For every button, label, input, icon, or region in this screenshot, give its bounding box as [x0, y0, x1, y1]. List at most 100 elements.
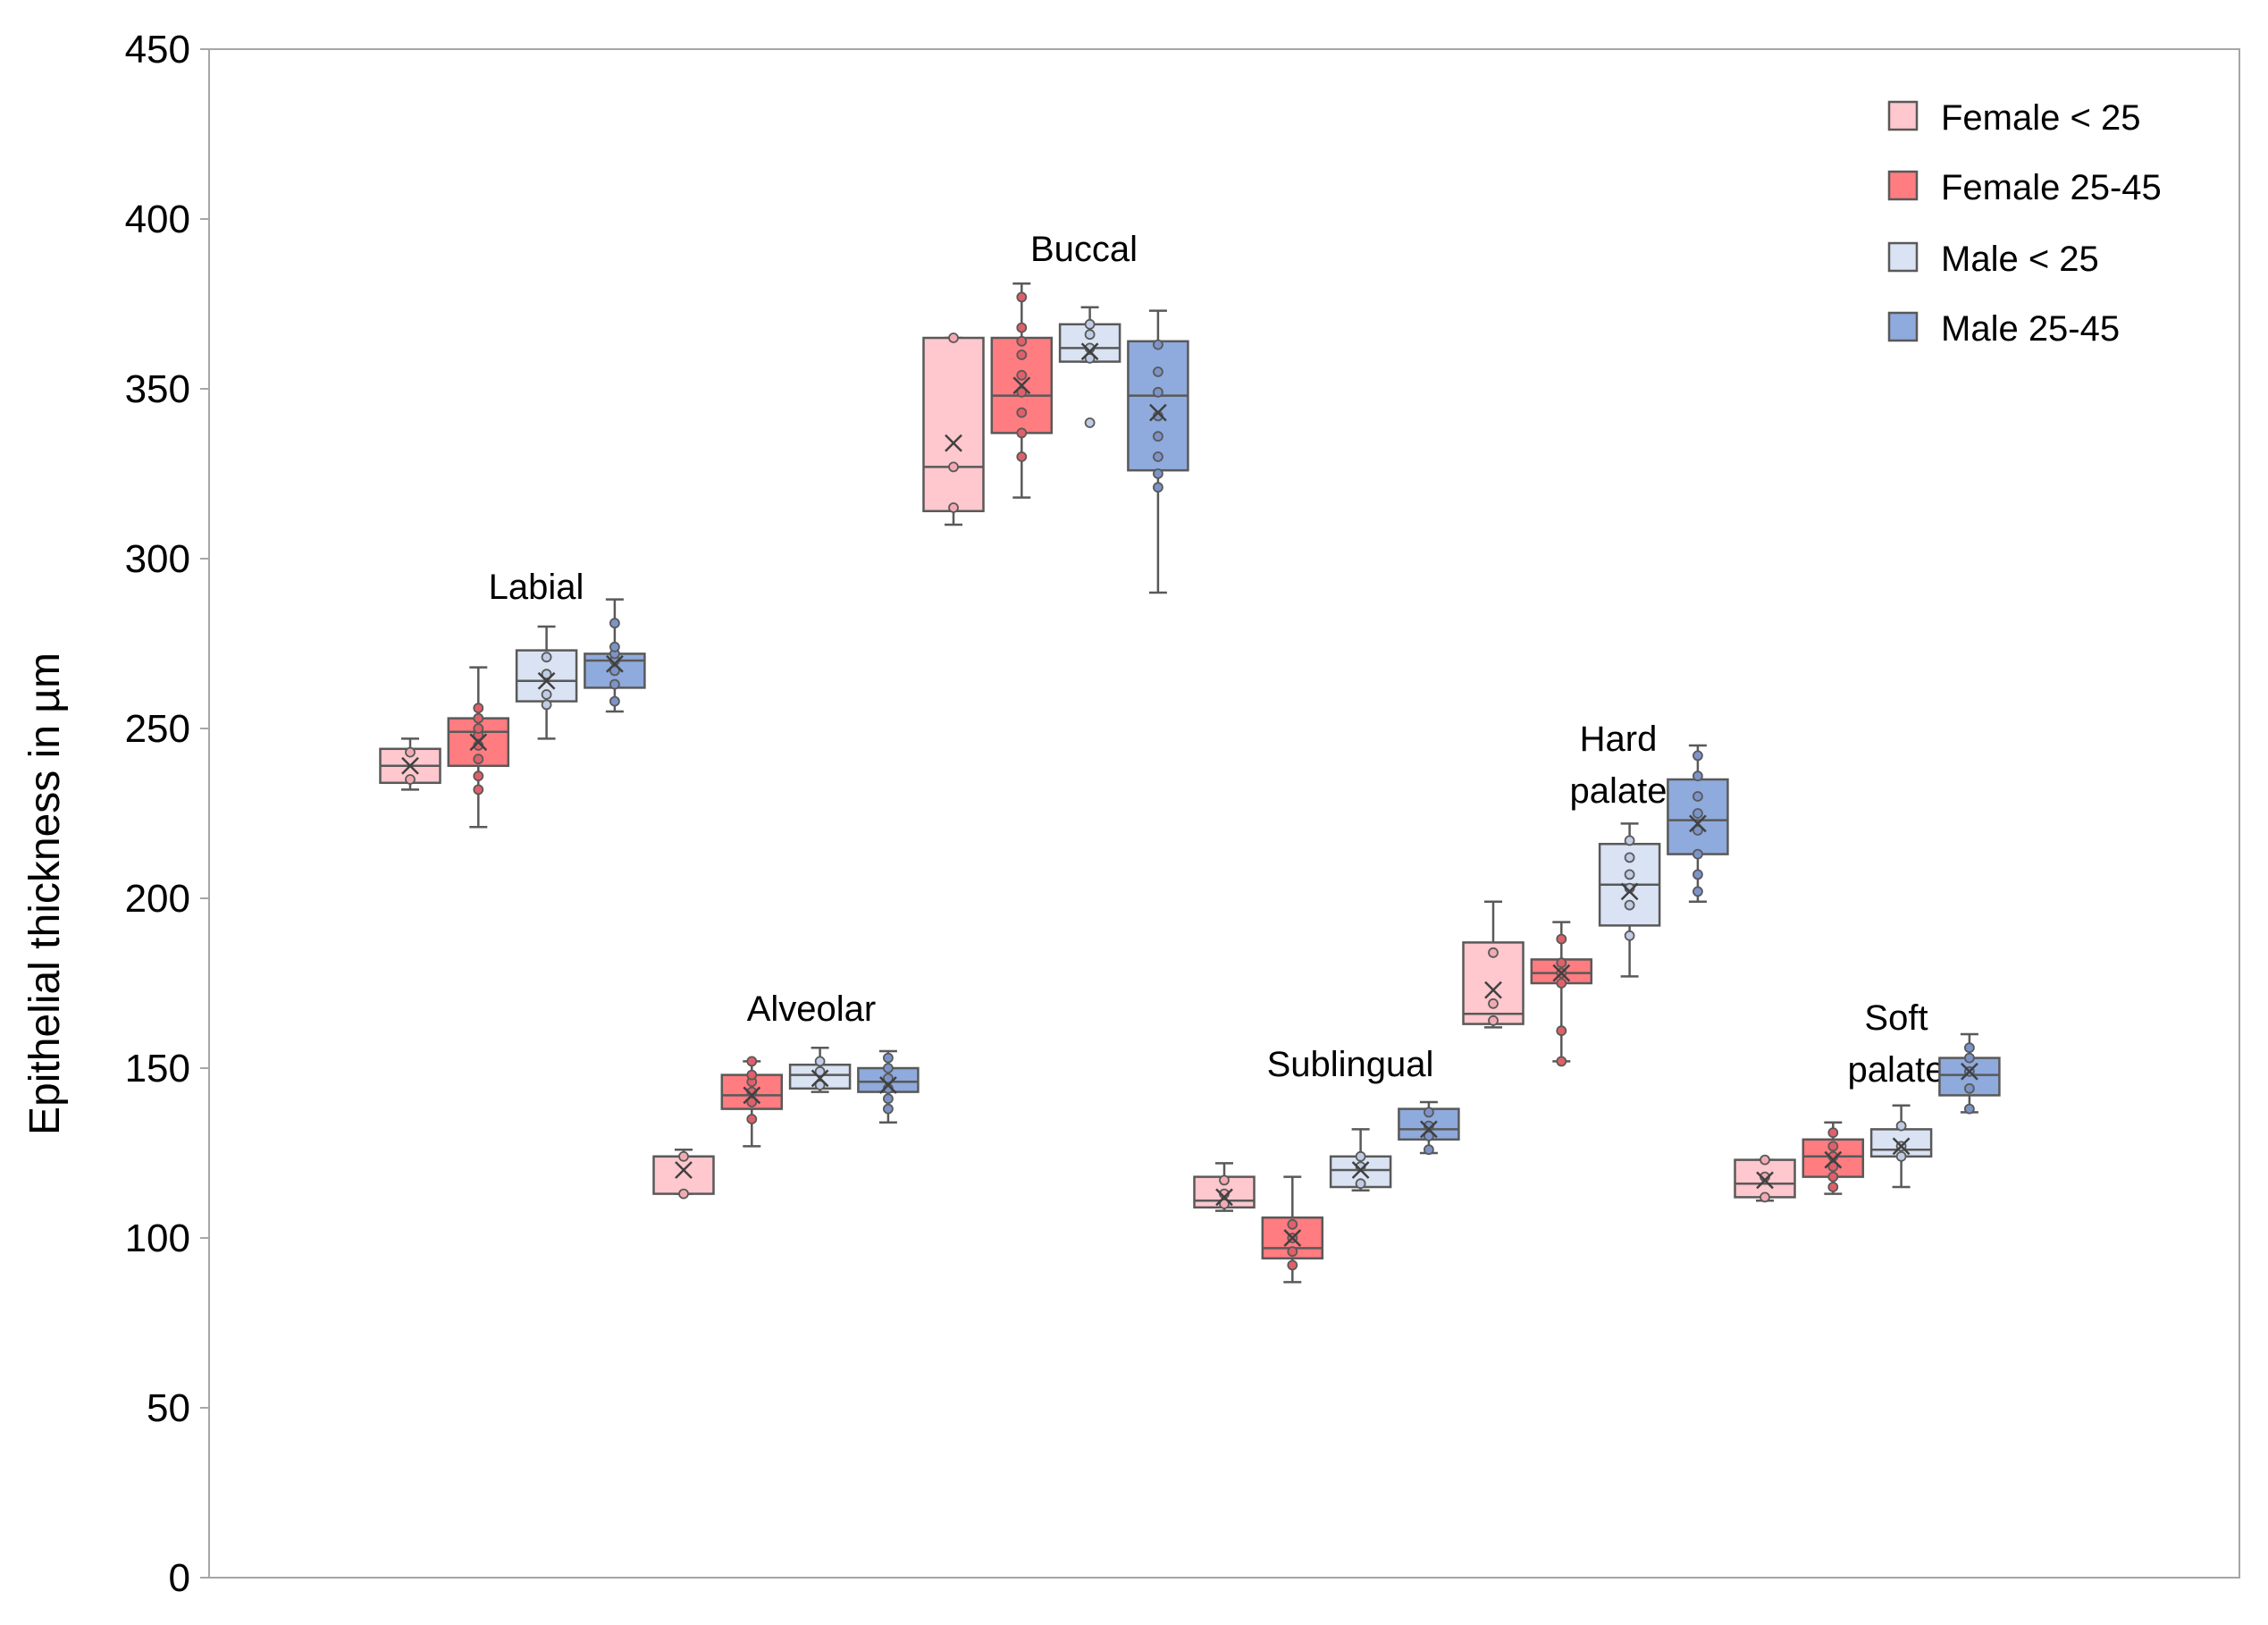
data-point	[1624, 869, 1635, 880]
mean-marker	[1552, 964, 1571, 982]
box	[788, 1046, 852, 1093]
data-point	[1624, 899, 1635, 911]
mean-marker	[1620, 882, 1639, 901]
box	[857, 1049, 920, 1124]
data-point	[1693, 791, 1703, 802]
data-point	[746, 1069, 758, 1081]
legend-label: Female 25-45	[1941, 168, 2162, 207]
data-point	[1693, 848, 1703, 860]
data-point	[883, 1063, 894, 1074]
box-body	[922, 336, 985, 513]
mean-marker	[1012, 376, 1031, 395]
data-point	[883, 1052, 894, 1064]
y-tick-label: 150	[125, 1047, 190, 1090]
box	[922, 333, 985, 526]
box	[1261, 1175, 1324, 1284]
data-point	[1016, 349, 1028, 360]
data-point	[1693, 825, 1703, 836]
data-point	[1424, 1107, 1434, 1118]
data-point	[814, 1056, 826, 1067]
mean-marker	[879, 1076, 897, 1094]
y-tick-label: 50	[147, 1386, 190, 1430]
data-point	[1827, 1171, 1839, 1183]
data-point	[1355, 1178, 1366, 1190]
mean-marker	[1149, 403, 1167, 422]
data-point	[1153, 339, 1163, 350]
y-tick-label: 450	[125, 28, 190, 72]
legend: Female < 25 Female 25-45 Male < 25 Male 25-…	[1887, 98, 2162, 349]
box	[1869, 1104, 1933, 1189]
mean-marker	[469, 733, 488, 752]
group-label: Sublingual	[1267, 1045, 1434, 1084]
legend-item: Male 25-45	[1887, 309, 2120, 349]
data-point	[746, 1114, 758, 1124]
data-point	[473, 754, 484, 765]
box	[1598, 822, 1661, 978]
data-point	[541, 699, 552, 711]
data-point	[1488, 998, 1499, 1009]
data-point	[473, 723, 484, 734]
legend-label: Male 25-45	[1941, 309, 2120, 349]
data-point	[1624, 852, 1635, 863]
mean-marker	[1756, 1171, 1774, 1190]
data-point	[1556, 978, 1567, 989]
data-point	[1016, 369, 1028, 381]
box-group: Hard palate	[1462, 720, 1729, 1067]
box	[447, 666, 510, 829]
data-point	[1963, 1042, 1975, 1054]
data-point	[1084, 318, 1096, 330]
mean-marker	[1420, 1120, 1438, 1139]
data-point	[678, 1188, 689, 1200]
legend-label: Male < 25	[1941, 240, 2099, 279]
data-point	[1895, 1150, 1907, 1162]
data-point	[609, 695, 620, 707]
data-point	[609, 641, 620, 653]
data-point	[1424, 1131, 1434, 1141]
group-label: palate	[1848, 1050, 1945, 1090]
data-point	[1693, 750, 1703, 762]
box	[515, 625, 578, 740]
data-point	[1693, 869, 1703, 880]
data-point	[1760, 1191, 1770, 1203]
box-groups: Labial Alveolar Buccal Sublingual Hard palate…	[379, 230, 2001, 1284]
data-point	[1287, 1246, 1298, 1258]
box	[1530, 921, 1593, 1067]
box	[1398, 1100, 1460, 1156]
y-tick-label: 350	[125, 367, 190, 411]
data-point	[883, 1073, 894, 1084]
data-point	[1153, 482, 1163, 493]
data-point	[1424, 1144, 1434, 1156]
box	[1734, 1154, 1796, 1203]
data-point	[1287, 1259, 1298, 1271]
data-point	[1355, 1150, 1366, 1162]
legend-item: Male < 25	[1887, 240, 2099, 279]
box-group: Labial	[379, 568, 646, 829]
data-point	[1153, 386, 1163, 398]
plot-area-frame	[208, 48, 2240, 1579]
legend-item: Female 25-45	[1887, 168, 2162, 207]
data-point	[678, 1150, 689, 1162]
legend-swatch	[1887, 100, 1919, 131]
data-point	[1287, 1218, 1298, 1230]
y-axis: 0 50 100 150 200 250 300 350 400 450	[125, 28, 209, 1600]
data-point	[541, 669, 552, 680]
data-point	[948, 502, 959, 513]
data-point	[541, 689, 552, 700]
data-point	[948, 461, 959, 473]
data-point	[1556, 957, 1567, 969]
mean-marker	[1689, 814, 1707, 833]
data-point	[746, 1097, 758, 1107]
data-point	[883, 1093, 894, 1105]
data-point	[541, 652, 552, 663]
data-point	[1556, 933, 1567, 945]
data-point	[1153, 451, 1163, 462]
box	[720, 1056, 784, 1148]
y-tick-label: 0	[169, 1556, 190, 1600]
data-point	[814, 1065, 826, 1077]
box	[1193, 1162, 1256, 1212]
box	[1802, 1121, 1865, 1195]
group-label: Soft	[1864, 998, 1928, 1038]
data-point	[405, 746, 416, 758]
box	[584, 598, 646, 713]
